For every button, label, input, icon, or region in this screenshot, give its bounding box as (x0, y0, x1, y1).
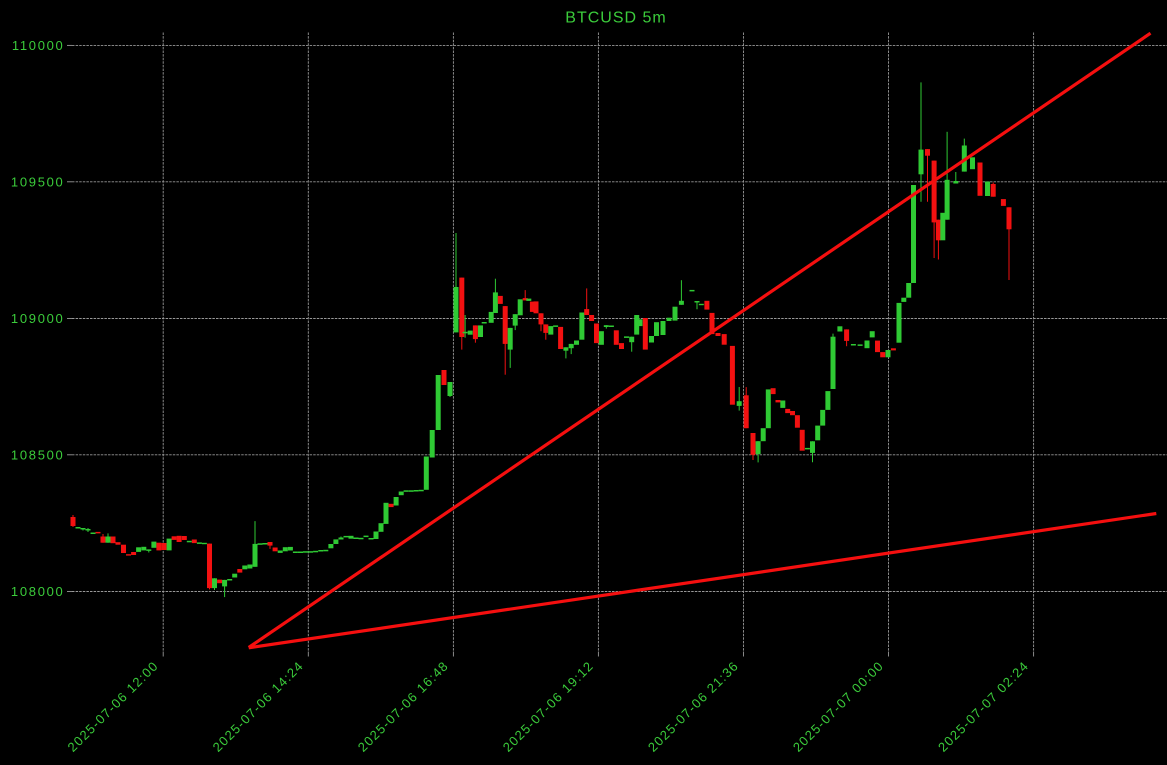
svg-text:2025-07-06 16:48: 2025-07-06 16:48 (355, 658, 452, 755)
svg-text:2025-07-06 12:00: 2025-07-06 12:00 (65, 658, 162, 755)
svg-text:109000: 109000 (11, 311, 65, 326)
svg-text:2025-07-06 19:12: 2025-07-06 19:12 (500, 658, 597, 755)
svg-text:108000: 108000 (11, 584, 65, 599)
svg-text:109500: 109500 (11, 174, 65, 189)
svg-text:2025-07-06 14:24: 2025-07-06 14:24 (210, 658, 307, 755)
svg-text:BTCUSD 5m: BTCUSD 5m (565, 9, 666, 26)
svg-text:110000: 110000 (12, 38, 65, 53)
svg-text:2025-07-07 00:00: 2025-07-07 00:00 (790, 658, 887, 755)
svg-text:2025-07-07 02:24: 2025-07-07 02:24 (935, 658, 1032, 755)
svg-text:108500: 108500 (11, 447, 65, 462)
svg-text:2025-07-06 21:36: 2025-07-06 21:36 (645, 658, 742, 755)
